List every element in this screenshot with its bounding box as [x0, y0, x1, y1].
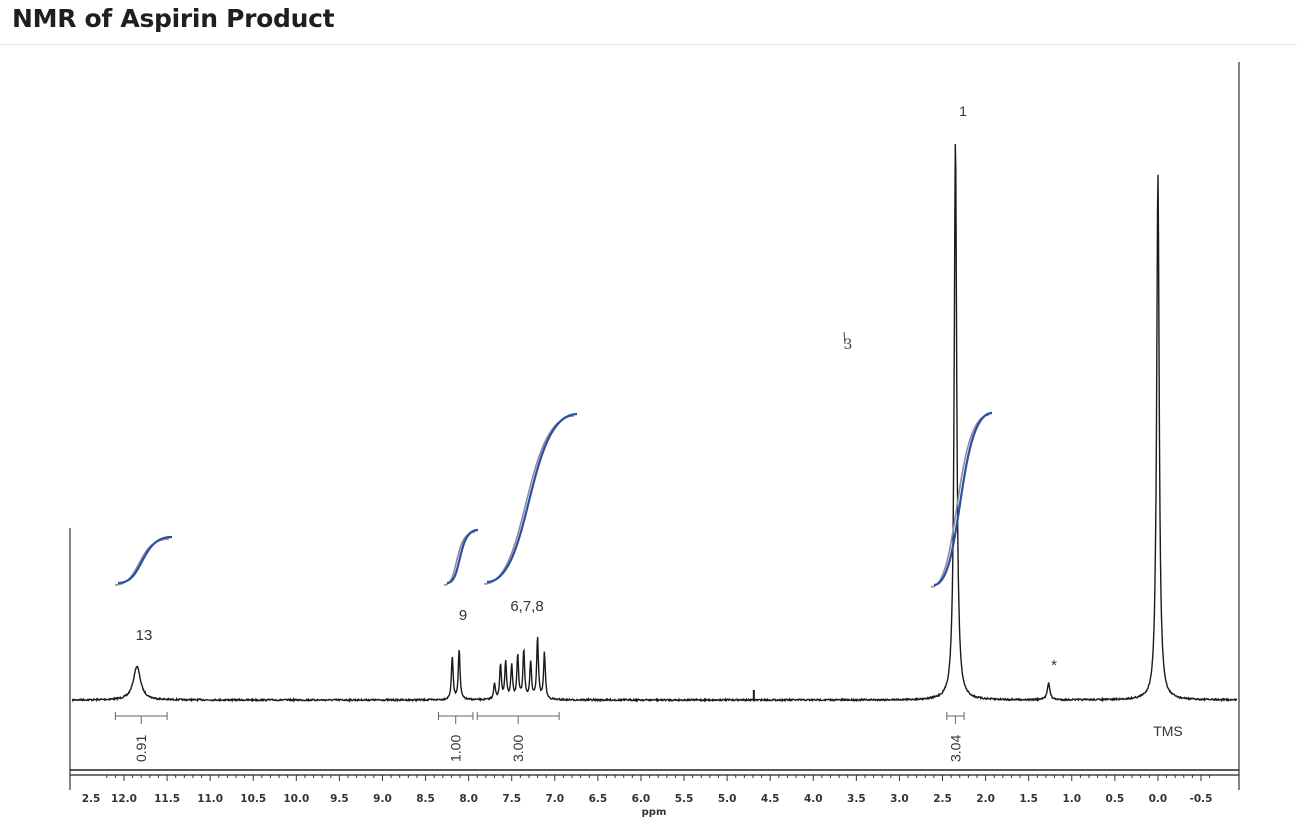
handwritten-mark — [843, 331, 846, 345]
x-tick-label: 6.0 — [632, 793, 651, 805]
integral-curve — [486, 412, 578, 584]
x-tick-label: 7.5 — [502, 793, 521, 805]
spectrum-layer — [71, 143, 1238, 703]
x-tick-label: 4.5 — [761, 793, 780, 805]
x-tick-label: 4.0 — [804, 793, 823, 805]
x-tick-label: 5.0 — [718, 793, 737, 805]
x-tick-label: 5.5 — [675, 793, 694, 805]
integral-value: 1.00 — [448, 735, 464, 762]
peak-label: 1 — [959, 103, 967, 119]
x-tick-label: 1.5 — [1019, 793, 1038, 805]
page-title: NMR of Aspirin Product — [12, 4, 335, 33]
peak-label: 13 — [136, 627, 153, 644]
reference-label: TMS — [1153, 723, 1183, 739]
integral-value: 3.00 — [510, 735, 526, 762]
x-tick-label: 3.5 — [847, 793, 866, 805]
integral-value: 3.04 — [947, 735, 963, 762]
x-tick-label: 10.0 — [283, 793, 309, 805]
integral-curve-shadow — [930, 414, 990, 588]
x-tick-label: 7.0 — [545, 793, 564, 805]
peak-label: 6,7,8 — [510, 598, 543, 615]
plot-frame — [69, 62, 1240, 790]
integral-curve — [117, 535, 173, 585]
title-divider — [0, 44, 1297, 45]
x-tick-label: 0.0 — [1149, 793, 1168, 805]
x-tick-label: 9.5 — [330, 793, 349, 805]
x-tick-label: 0.5 — [1106, 793, 1125, 805]
x-tick-label: 2.0 — [976, 793, 995, 805]
integral-curve — [446, 528, 479, 585]
x-tick-label: 2.5 — [933, 793, 952, 805]
x-axis: 2.5 12.0 11.5 11.0 10.5 10.0 9.5 9.0 8.5 8.0 7.5 7.… — [82, 775, 1213, 818]
integral-layer: 0.91 1.00 3.00 3.04 — [114, 411, 993, 762]
x-tick-label: 11.5 — [154, 793, 180, 805]
peak-label: * — [1051, 657, 1057, 674]
handwritten-note: 3 — [844, 337, 853, 353]
x-tick-label: 8.5 — [416, 793, 435, 805]
spectrum-trace — [71, 143, 1238, 703]
x-tick-label: 3.0 — [890, 793, 909, 805]
label-layer: 13 9 6,7,8 1 * TMS 3 — [136, 103, 1183, 739]
x-tick-label: 2.5 — [82, 793, 101, 805]
x-tick-label: 12.0 — [111, 793, 137, 805]
integral-curve — [933, 411, 993, 587]
x-tick-label: 9.0 — [373, 793, 392, 805]
x-tick-label: 8.0 — [459, 793, 478, 805]
x-tick-label: -0.5 — [1190, 793, 1213, 805]
x-tick-label: 10.5 — [240, 793, 266, 805]
x-tick-label: 11.0 — [197, 793, 223, 805]
peak-label: 9 — [459, 607, 467, 624]
x-axis-label: ppm — [642, 807, 667, 818]
x-tick-label: 1.0 — [1062, 793, 1081, 805]
x-tick-label: 6.5 — [589, 793, 608, 805]
integral-value: 0.91 — [133, 735, 149, 762]
